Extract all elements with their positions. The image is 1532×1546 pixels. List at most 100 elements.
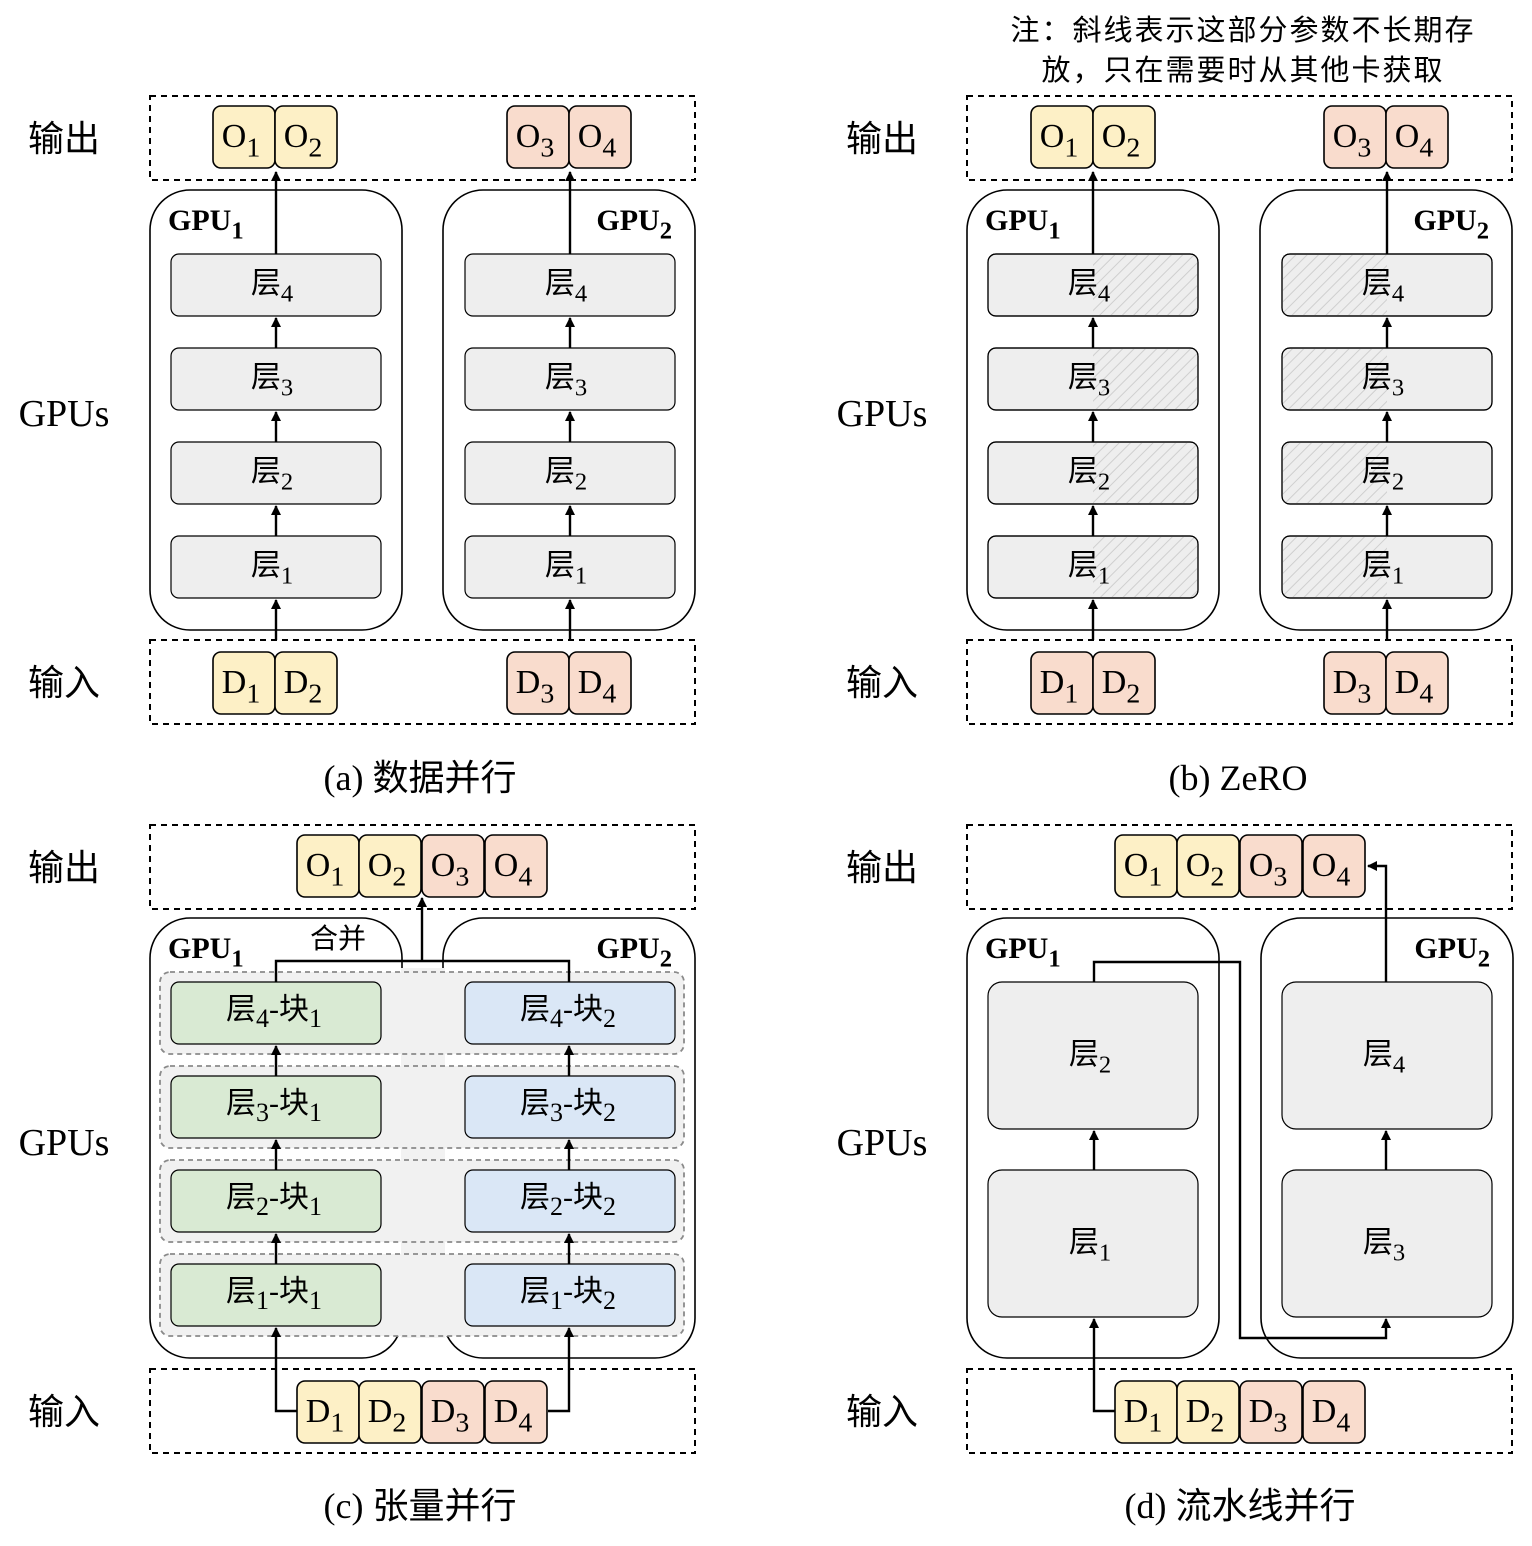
input-row-label: 输入 bbox=[846, 1392, 918, 1432]
output-o2-label: O2 bbox=[1186, 847, 1225, 893]
layer-1-gpu2: 层1 bbox=[1281, 535, 1493, 599]
input-row-label: 输入 bbox=[28, 663, 100, 703]
note-line-2: 放，只在需要时从其他卡获取 bbox=[1041, 54, 1444, 87]
layer-label: 层2 bbox=[1362, 455, 1404, 495]
layer-label: 层1 bbox=[1069, 1226, 1111, 1266]
input-d3-label: D3 bbox=[1333, 664, 1372, 710]
input-d4-label: D4 bbox=[494, 1393, 533, 1439]
layer-2-gpu1: 层2 bbox=[987, 441, 1199, 505]
input-region bbox=[966, 1368, 1513, 1454]
input-d1-label: D1 bbox=[1040, 664, 1079, 710]
hatch-area bbox=[1093, 255, 1197, 315]
output-o4-box bbox=[484, 834, 548, 898]
input-d4-box bbox=[568, 651, 632, 715]
input-d2-label: D2 bbox=[1102, 664, 1141, 710]
row-labels-d: 输出 GPUs 输入 bbox=[837, 848, 928, 1432]
layer-4-block-2: 层4-块2 bbox=[464, 981, 676, 1045]
output-o2-box bbox=[1092, 105, 1156, 169]
input-d2-box bbox=[274, 651, 338, 715]
layer-label: 层1 bbox=[545, 549, 587, 589]
output-o1-label: O1 bbox=[306, 847, 345, 893]
input-row-label: 输入 bbox=[846, 663, 918, 703]
input-d4: D4 bbox=[1385, 651, 1449, 715]
input-d3-label: D3 bbox=[431, 1393, 470, 1439]
layer-label: 层2 bbox=[1068, 455, 1110, 495]
input-d2: D2 bbox=[1092, 651, 1156, 715]
output-row-label: 输出 bbox=[28, 119, 100, 159]
input-d4-box bbox=[1302, 1380, 1366, 1444]
output-o4-box bbox=[568, 105, 632, 169]
layer-label: 层4 bbox=[545, 267, 587, 307]
layer-2-block-1: 层2-块1 bbox=[170, 1169, 382, 1233]
output-o4-label: O4 bbox=[1395, 118, 1434, 164]
output-o2-label: O2 bbox=[368, 847, 407, 893]
arrow-layer2-to-3 bbox=[1092, 960, 1391, 1340]
input-d1: D1 bbox=[212, 651, 276, 715]
row-labels-c: 输出 GPUs 输入 bbox=[19, 848, 110, 1432]
output-o2: O2 bbox=[1176, 834, 1240, 898]
input-d2: D2 bbox=[358, 1380, 422, 1444]
layer-4-gpu2: 层4 bbox=[464, 253, 676, 317]
layer-label: 层4 bbox=[1362, 267, 1404, 307]
input-d2-box bbox=[358, 1380, 422, 1444]
hatch-area bbox=[1093, 537, 1197, 597]
output-region bbox=[149, 95, 696, 181]
input-d3-box bbox=[421, 1380, 485, 1444]
input-region bbox=[149, 1368, 696, 1454]
layer-1-gpu2: 层1 bbox=[464, 535, 676, 599]
input-d1: D1 bbox=[1030, 651, 1094, 715]
input-region bbox=[966, 639, 1513, 725]
layer-label: 层1 bbox=[251, 549, 293, 589]
layer-1-block-2: 层1-块2 bbox=[464, 1263, 676, 1327]
layer-label: 层4 bbox=[251, 267, 293, 307]
layer-label: 层1 bbox=[1068, 549, 1110, 589]
input-d1-label: D1 bbox=[222, 664, 261, 710]
output-o3-label: O3 bbox=[431, 847, 470, 893]
input-d2-label: D2 bbox=[368, 1393, 407, 1439]
output-o3: O3 bbox=[506, 105, 570, 169]
layer-label: 层2 bbox=[545, 455, 587, 495]
gpus-row-label: GPUs bbox=[19, 393, 110, 435]
output-o1: O1 bbox=[1114, 834, 1178, 898]
layer-3-gpu2: 层3 bbox=[464, 347, 676, 411]
diagram-content: GPU1 GPU2 层1 层2 层3 层4 层1 层2 层3 层4 O1 O2 O3 O4 D1 D2 D3 D4… bbox=[149, 95, 1514, 1454]
layer-label: 层3 bbox=[1363, 1226, 1405, 1266]
input-d4-box bbox=[1385, 651, 1449, 715]
output-o3-box bbox=[421, 834, 485, 898]
gpu1-label: GPU1 bbox=[985, 204, 1061, 244]
layer-label: 层1 bbox=[1362, 549, 1404, 589]
gpu2-label: GPU2 bbox=[1414, 932, 1490, 972]
layer-label: 层2 bbox=[251, 455, 293, 495]
layer-1-gpu1: 层1 bbox=[170, 535, 382, 599]
gpus-row-label: GPUs bbox=[837, 1122, 928, 1164]
output-o4-box bbox=[1385, 105, 1449, 169]
caption-c: (c) 张量并行 bbox=[324, 1486, 517, 1526]
output-o3-label: O3 bbox=[1333, 118, 1372, 164]
input-d3-box bbox=[1239, 1380, 1303, 1444]
output-o1: O1 bbox=[296, 834, 360, 898]
layer-label: 层2 bbox=[1069, 1038, 1111, 1078]
input-row-label: 输入 bbox=[28, 1392, 100, 1432]
layer-4-gpu1: 层4 bbox=[987, 253, 1199, 317]
gpu2-label: GPU2 bbox=[596, 932, 672, 972]
input-d1: D1 bbox=[1114, 1380, 1178, 1444]
block-label: 层1-块2 bbox=[520, 1275, 616, 1315]
layer-2-gpu2: 层2 bbox=[1281, 441, 1493, 505]
caption-b: (b) ZeRO bbox=[1169, 758, 1308, 798]
layer-2-block-2: 层2-块2 bbox=[464, 1169, 676, 1233]
layer-1-gpu1: 层1 bbox=[987, 535, 1199, 599]
layer-4-gpu2: 层4 bbox=[1281, 253, 1493, 317]
gpus-row-label: GPUs bbox=[837, 393, 928, 435]
input-d3: D3 bbox=[506, 651, 570, 715]
output-o4-label: O4 bbox=[494, 847, 533, 893]
input-d4-label: D4 bbox=[578, 664, 617, 710]
input-d3: D3 bbox=[1323, 651, 1387, 715]
input-d4: D4 bbox=[484, 1380, 548, 1444]
output-o2-label: O2 bbox=[284, 118, 323, 164]
layer-2-gpu1: 层2 bbox=[170, 441, 382, 505]
block-label: 层2-块2 bbox=[520, 1181, 616, 1221]
output-o3-label: O3 bbox=[516, 118, 555, 164]
layer-4-gpu2: 层4 bbox=[1281, 981, 1493, 1130]
output-o3: O3 bbox=[1239, 834, 1303, 898]
output-o1-label: O1 bbox=[1124, 847, 1163, 893]
